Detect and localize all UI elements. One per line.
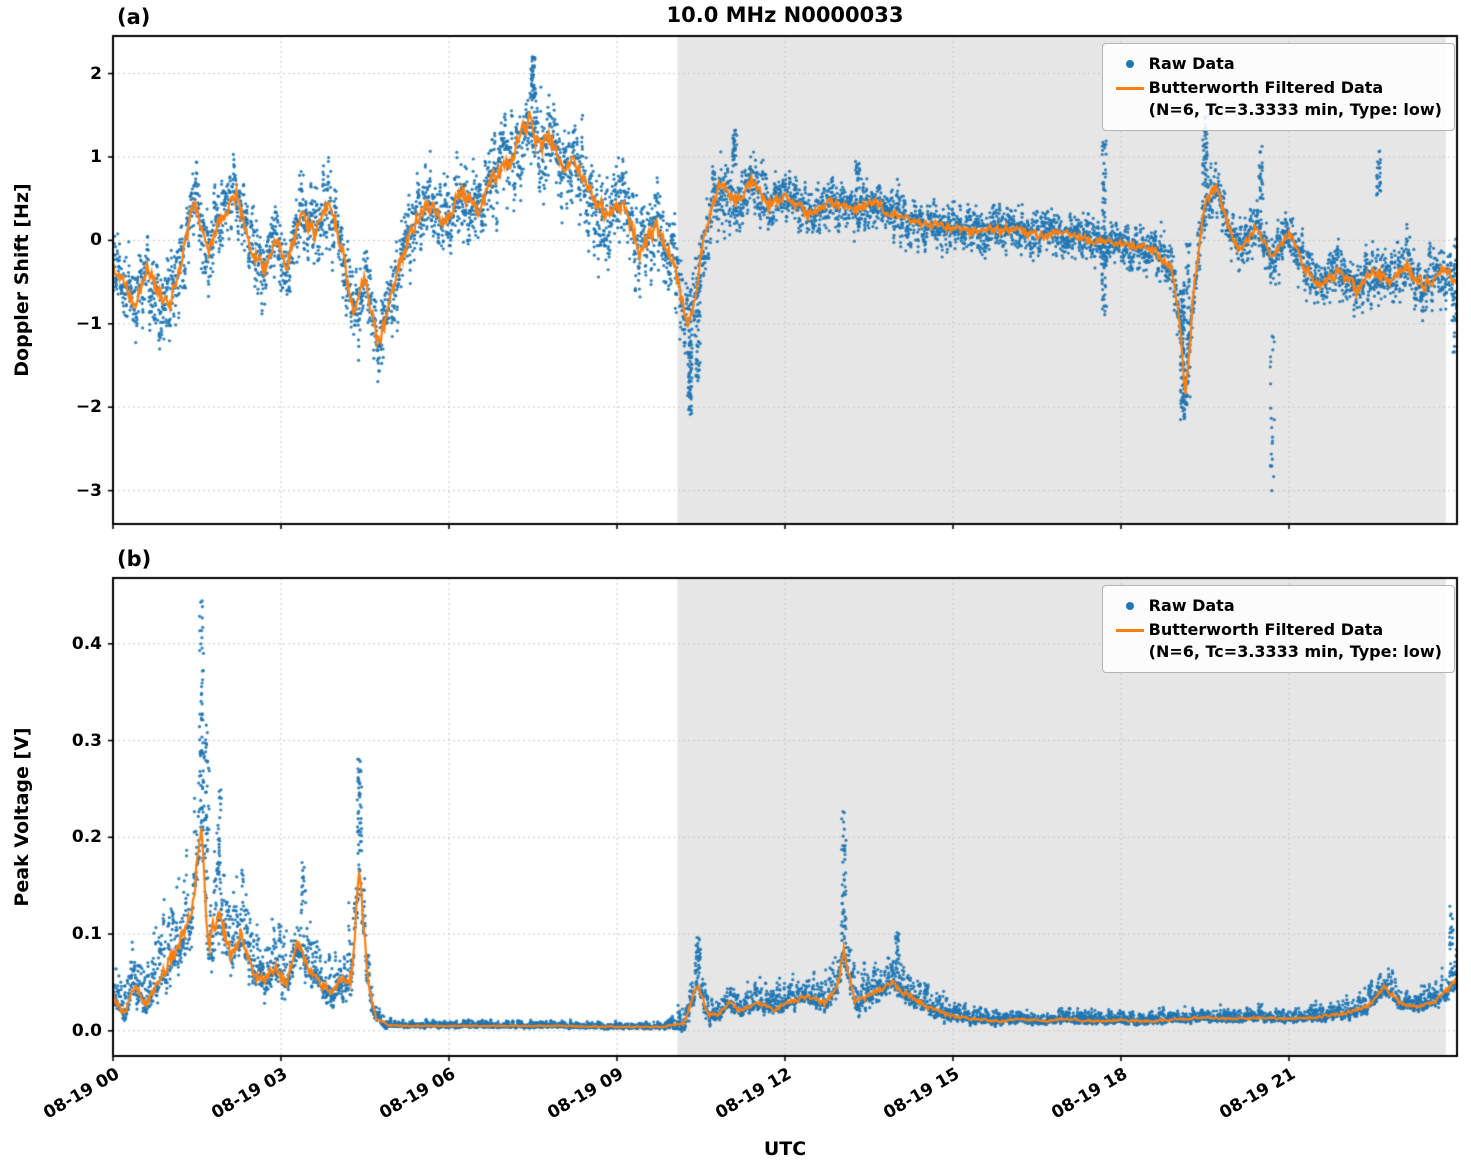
legend-panel-a: Raw Data Butterworth Filtered Data (N=6,… xyxy=(1101,43,1455,131)
legend-raw-label: Raw Data xyxy=(1148,596,1235,615)
panel-letter-b: (b) xyxy=(117,547,152,571)
x-axis-label: UTC xyxy=(763,1138,807,1160)
raw-data-marker-icon xyxy=(1125,60,1134,68)
legend-filtered-params: (N=6, Tc=3.3333 min, Type: low) xyxy=(1148,100,1442,119)
legend-row-raw: Raw Data xyxy=(1111,595,1442,617)
y-tick-label: 1 xyxy=(90,146,102,167)
legend-filtered-label: Butterworth Filtered Data xyxy=(1148,620,1384,639)
filtered-line-marker-icon xyxy=(1115,86,1144,90)
y-axis-label-doppler: Doppler Shift [Hz] xyxy=(11,183,33,377)
y-tick-label: 0.3 xyxy=(71,730,102,751)
legend-row-filtered: Butterworth Filtered Data (N=6, Tc=3.333… xyxy=(1111,619,1442,663)
y-tick-label: 0.1 xyxy=(71,924,102,945)
y-tick-label: 2 xyxy=(90,63,102,84)
y-tick-label: 0.2 xyxy=(71,827,102,848)
raw-data-marker-icon xyxy=(1125,602,1134,610)
legend-filtered-label: Butterworth Filtered Data xyxy=(1148,78,1384,97)
panel-letter-a: (a) xyxy=(117,5,151,29)
y-tick-label: −3 xyxy=(75,480,102,501)
filtered-line-marker-icon xyxy=(1115,628,1144,632)
y-tick-label: 0.0 xyxy=(71,1020,102,1041)
y-tick-label: −2 xyxy=(75,397,102,418)
legend-row-filtered: Butterworth Filtered Data (N=6, Tc=3.333… xyxy=(1111,77,1442,121)
legend-panel-b: Raw Data Butterworth Filtered Data (N=6,… xyxy=(1101,585,1455,673)
y-tick-label: 0 xyxy=(90,230,102,251)
legend-row-raw: Raw Data xyxy=(1111,53,1442,75)
y-tick-label: 0.4 xyxy=(71,633,102,654)
legend-raw-label: Raw Data xyxy=(1148,54,1235,73)
legend-filtered-params: (N=6, Tc=3.3333 min, Type: low) xyxy=(1148,642,1442,661)
chart-title: 10.0 MHz N0000033 xyxy=(666,3,904,27)
y-tick-label: −1 xyxy=(75,313,102,334)
y-axis-label-voltage: Peak Voltage [V] xyxy=(11,727,33,907)
